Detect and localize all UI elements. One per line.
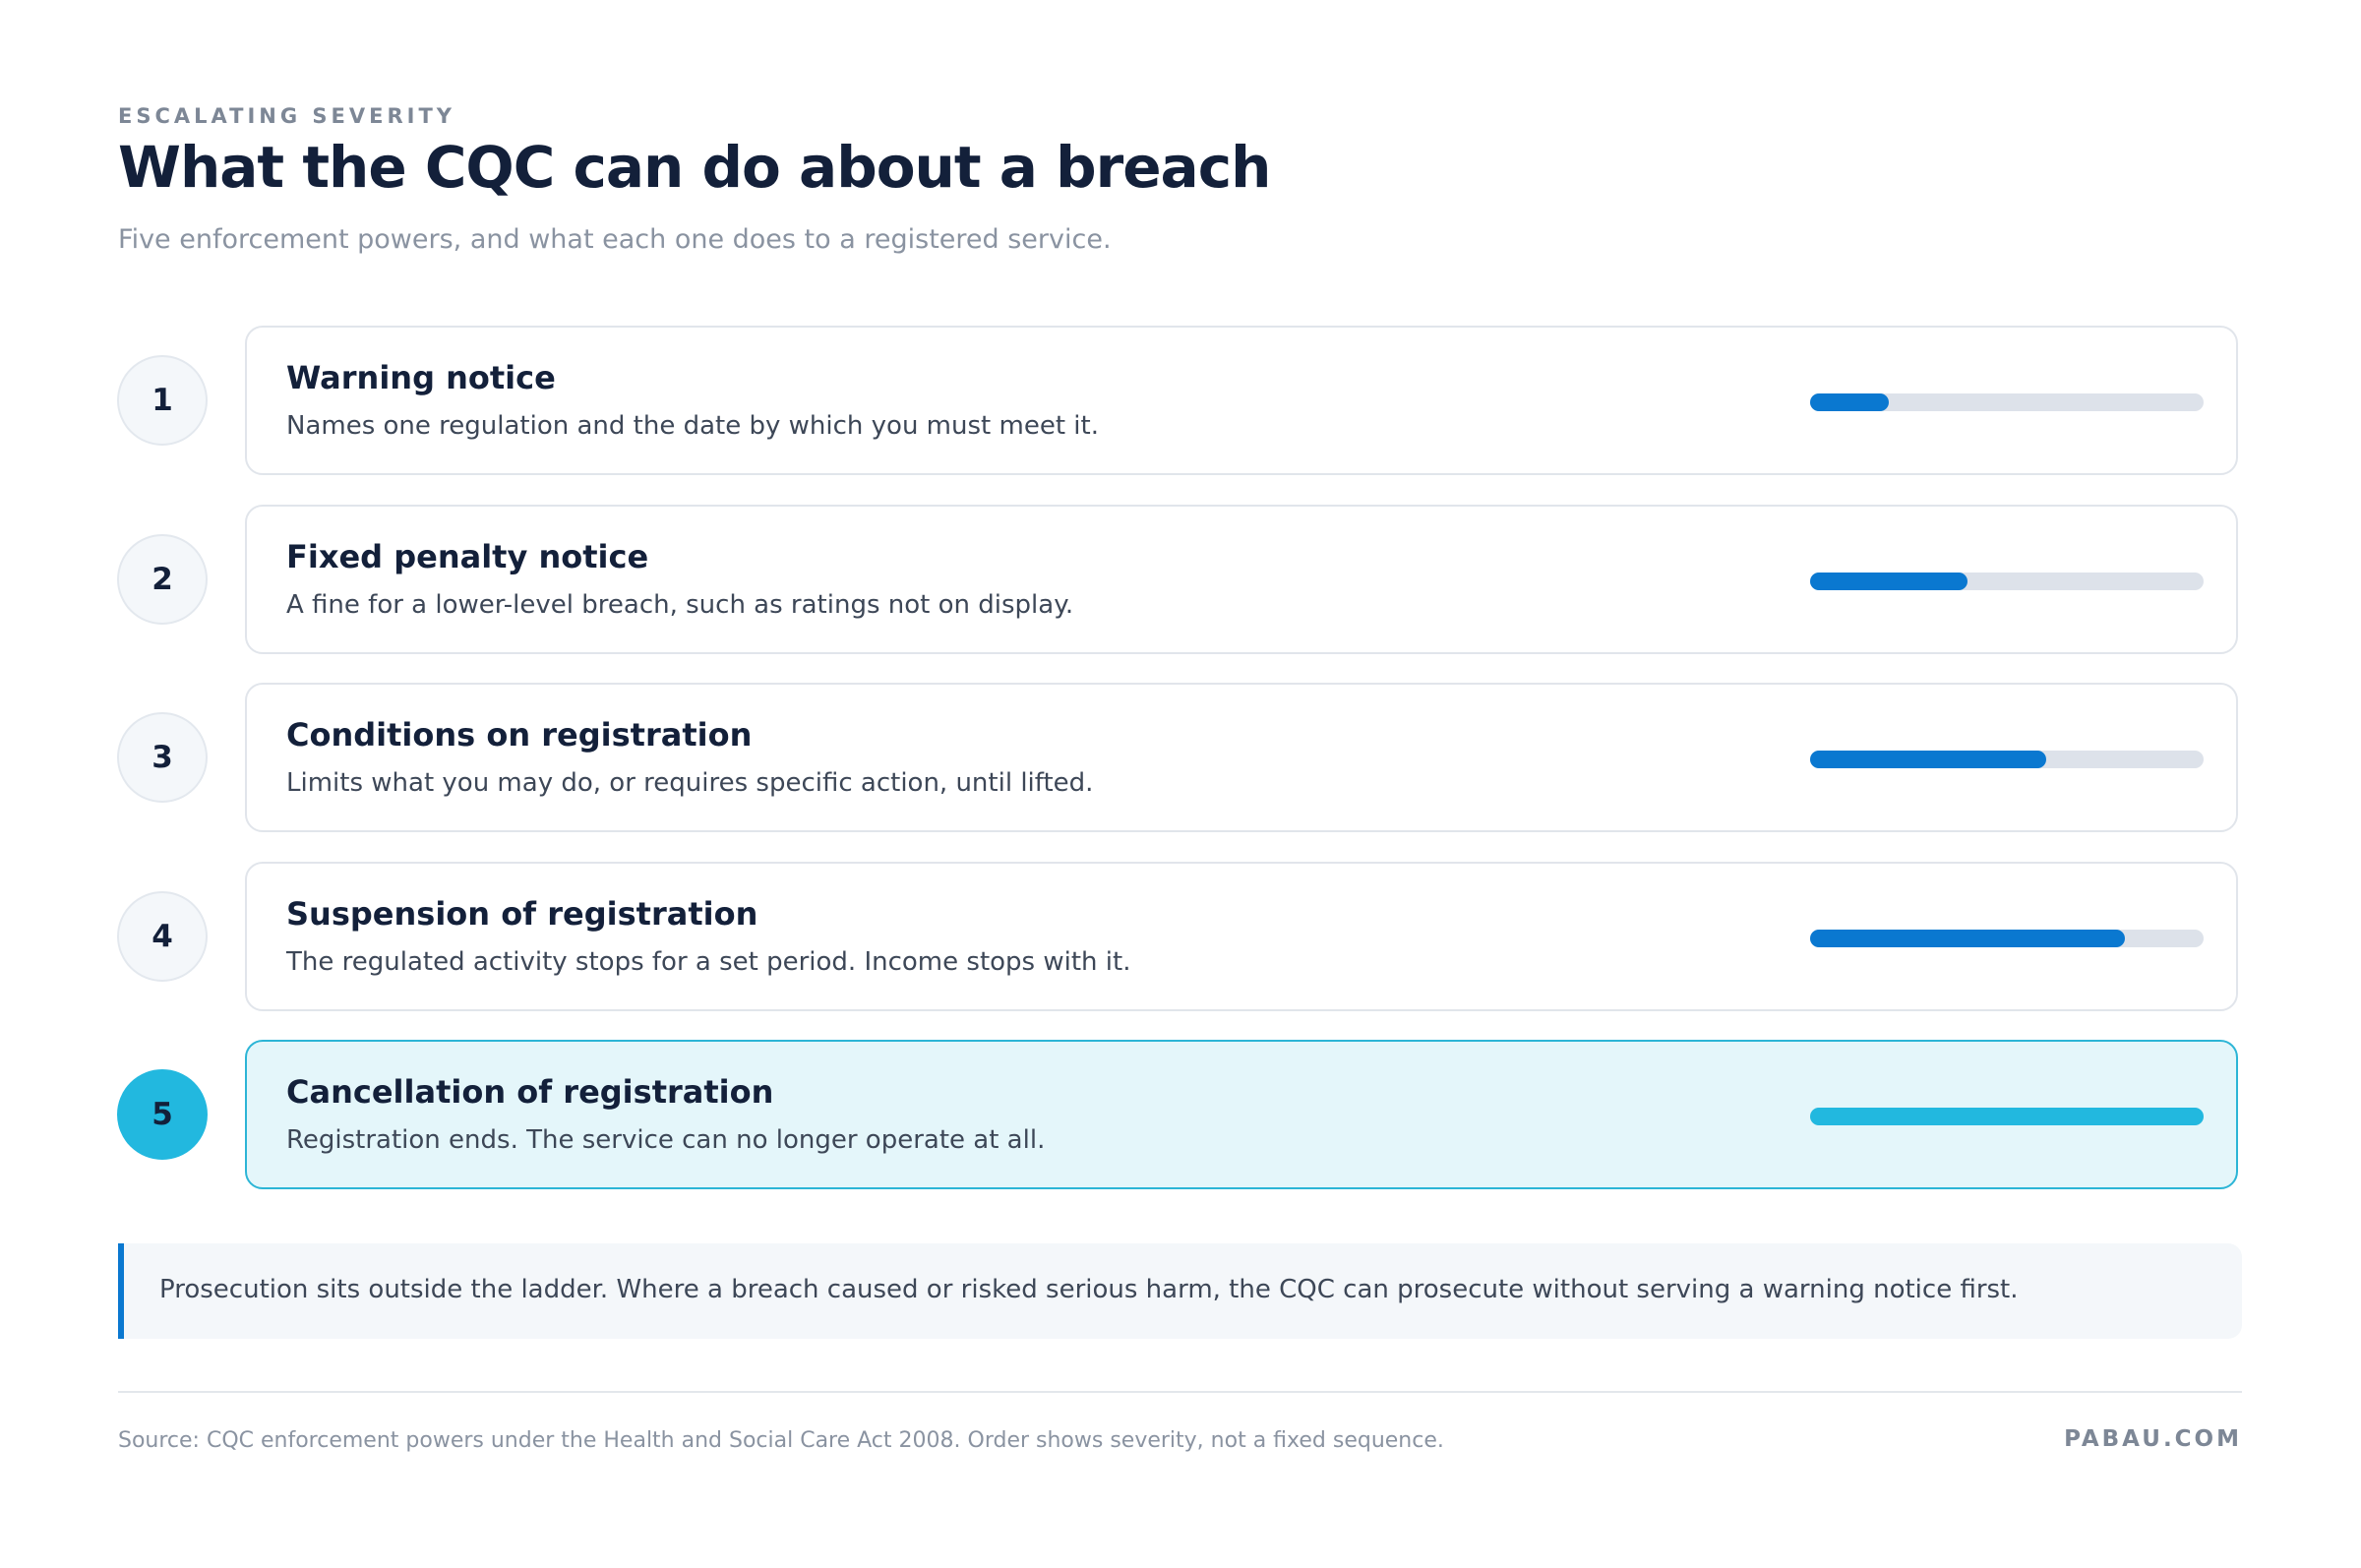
step-card: Conditions on registration Limits what yo… <box>245 683 2238 832</box>
eyebrow: ESCALATING SEVERITY <box>118 104 455 128</box>
step-card: Suspension of registration The regulated … <box>245 861 2238 1011</box>
step-number: 5 <box>117 1069 208 1160</box>
note-box: Prosecution sits outside the ladder. Whe… <box>118 1243 2242 1339</box>
step-description: The regulated activity stops for a set p… <box>286 946 1131 977</box>
severity-track <box>1810 572 2204 590</box>
severity-bar <box>1810 1108 2204 1125</box>
step-card: Warning notice Names one regulation and t… <box>245 326 2238 475</box>
step-description: A fine for a lower-level breach, such as… <box>286 589 1074 620</box>
severity-bar <box>1810 929 2125 947</box>
step-description: Registration ends. The service can no lo… <box>286 1125 1046 1155</box>
severity-bar <box>1810 751 2046 768</box>
step-title: Fixed penalty notice <box>286 537 649 575</box>
severity-track <box>1810 1108 2204 1125</box>
title: What the CQC can do about a breach <box>118 134 1271 201</box>
divider <box>118 1391 2242 1393</box>
severity-track <box>1810 393 2204 411</box>
step-description: Limits what you may do, or requires spec… <box>286 768 1094 798</box>
severity-bar <box>1810 572 1968 590</box>
step-number: 2 <box>117 533 208 625</box>
step-title: Conditions on registration <box>286 716 753 754</box>
step-description: Names one regulation and the date by whi… <box>286 411 1099 441</box>
severity-track <box>1810 751 2204 768</box>
step-title: Cancellation of registration <box>286 1073 774 1111</box>
step-title: Warning notice <box>286 359 556 396</box>
step-card: Cancellation of registration Registration… <box>245 1040 2238 1189</box>
step-card: Fixed penalty notice A fine for a lower-l… <box>245 504 2238 654</box>
source: Source: CQC enforcement powers under the… <box>118 1428 1444 1453</box>
severity-bar <box>1810 393 1889 411</box>
subtitle: Five enforcement powers, and what each o… <box>118 224 1112 255</box>
severity-track <box>1810 929 2204 947</box>
step-number: 4 <box>117 890 208 982</box>
note: Prosecution sits outside the ladder. Whe… <box>159 1275 2019 1304</box>
brand: PABAU.COM <box>2064 1426 2242 1452</box>
step-number: 1 <box>117 355 208 446</box>
step-title: Suspension of registration <box>286 894 758 933</box>
step-number: 3 <box>117 712 208 803</box>
